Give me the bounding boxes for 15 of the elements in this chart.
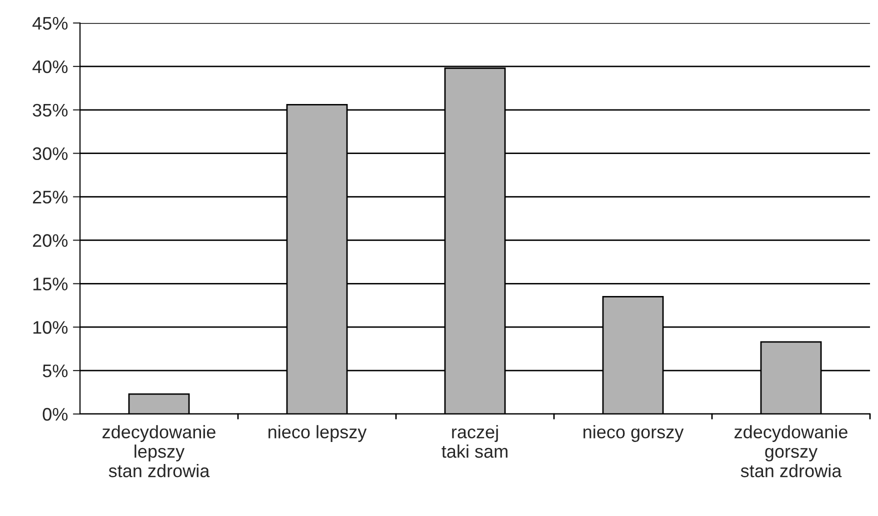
y-tick-label: 10% [33,321,68,334]
y-tick-label: 25% [32,190,68,204]
y-tick-label: 20% [32,234,68,247]
y-tick-label: 45% [32,17,68,30]
x-tick-label: zdecydowanie lepszy stan zdrowia [102,425,216,478]
y-tick-label: 0% [42,408,68,421]
y-tick-label: 35% [32,104,68,117]
y-tick-label: 40% [32,60,68,74]
x-tick-label: nieco gorszy [584,425,684,442]
y-tick-label: 5% [42,364,68,378]
x-tick-label: nieco lepszy [268,425,367,442]
y-tick-label: 30% [32,147,68,160]
y-tick-label: 15% [33,278,68,290]
x-tick-label: raczej taki sam [442,425,508,458]
x-tick-label: zdecydowanie gorszy stan zdrowia [734,425,848,478]
